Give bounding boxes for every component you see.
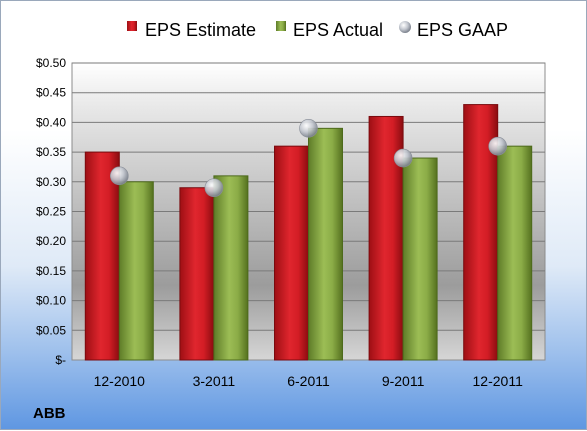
bar-eps-estimate bbox=[179, 187, 215, 361]
y-tick-label: $0.25 bbox=[36, 205, 66, 219]
x-axis-category-labels: 12-2010 3-2011 6-2011 9-2011 12-2011 bbox=[94, 373, 523, 389]
gaap-point bbox=[488, 136, 508, 156]
y-tick-label: $0.15 bbox=[36, 264, 66, 278]
legend: EPS Estimate EPS Actual EPS GAAP bbox=[127, 20, 508, 40]
legend-label-eps-estimate: EPS Estimate bbox=[145, 20, 256, 40]
y-tick-label: $- bbox=[55, 353, 66, 367]
company-label: ABB bbox=[33, 405, 66, 422]
gaap-point bbox=[204, 178, 224, 198]
bar-eps-actual bbox=[308, 127, 343, 361]
y-tick-label: $0.45 bbox=[36, 86, 66, 100]
y-tick-label: $0.35 bbox=[36, 145, 66, 159]
bar-eps-actual bbox=[213, 175, 249, 361]
bar-eps-actual bbox=[497, 145, 533, 361]
x-category-label: 6-2011 bbox=[287, 373, 330, 389]
x-category-label: 3-2011 bbox=[193, 373, 236, 389]
x-category-label: 12-2011 bbox=[473, 373, 524, 389]
gaap-points bbox=[110, 119, 508, 198]
y-tick-label: $0.30 bbox=[36, 175, 66, 189]
legend-swatch-eps-estimate bbox=[127, 21, 137, 31]
gaap-point bbox=[393, 148, 413, 168]
y-tick-label: $0.50 bbox=[36, 56, 66, 70]
gaap-point bbox=[299, 119, 318, 138]
x-category-label: 9-2011 bbox=[382, 373, 425, 389]
legend-marker-eps-gaap bbox=[399, 21, 411, 33]
y-tick-label: $0.40 bbox=[36, 115, 66, 129]
bar-marks bbox=[84, 104, 533, 361]
gaap-point bbox=[110, 166, 129, 186]
legend-label-eps-actual: EPS Actual bbox=[293, 20, 383, 40]
x-category-label: 12-2010 bbox=[94, 373, 146, 389]
y-tick-label: $0.05 bbox=[36, 323, 66, 337]
bar-eps-actual bbox=[402, 157, 438, 361]
legend-label-eps-gaap: EPS GAAP bbox=[417, 20, 508, 40]
legend-swatch-eps-actual bbox=[276, 21, 286, 31]
bar-eps-estimate bbox=[274, 145, 309, 361]
bar-eps-estimate bbox=[84, 151, 120, 361]
y-tick-label: $0.10 bbox=[36, 294, 66, 308]
bar-eps-actual bbox=[118, 181, 154, 361]
y-tick-label: $0.20 bbox=[36, 234, 66, 248]
y-axis-tick-labels: $- $0.05 $0.10 $0.15 $0.20 $0.25 $0.30 $0.35 $0.… bbox=[36, 56, 66, 367]
